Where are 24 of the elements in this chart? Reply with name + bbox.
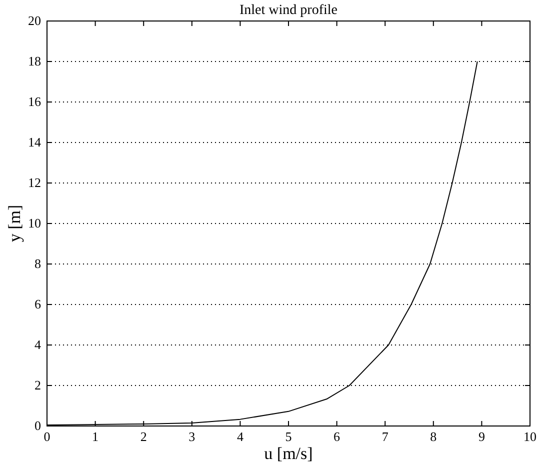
x-axis-title: u [m/s] — [264, 444, 313, 463]
y-tick-label: 6 — [34, 296, 42, 312]
y-tick-label: 20 — [28, 13, 41, 28]
y-tick-label: 4 — [34, 337, 42, 352]
y-tick-label: 18 — [28, 54, 41, 68]
x-tick-label: 9 — [478, 429, 485, 444]
y-tick-label: 0 — [34, 418, 41, 433]
y-tick-label: 12 — [28, 175, 41, 190]
y-tick-label: 16 — [28, 94, 42, 109]
x-tick-label: 6 — [334, 429, 341, 444]
x-tick-label: 2 — [140, 429, 147, 444]
x-tick-label: 7 — [382, 429, 389, 444]
y-tick-label: 2 — [34, 378, 41, 392]
y-tick-label: 8 — [34, 256, 41, 271]
x-tick-label: 4 — [236, 429, 244, 444]
x-tick-label: 8 — [430, 429, 437, 444]
chart-title: Inlet wind profile — [240, 3, 338, 18]
y-tick-label: 14 — [28, 134, 42, 150]
x-tick-label: 3 — [188, 429, 196, 444]
x-tick-label: 10 — [524, 429, 536, 444]
y-tick-label: 10 — [28, 216, 41, 230]
y-axis-title: y [m] — [5, 204, 24, 242]
x-tick-label: 1 — [92, 429, 99, 444]
x-tick-label: 5 — [285, 429, 292, 444]
